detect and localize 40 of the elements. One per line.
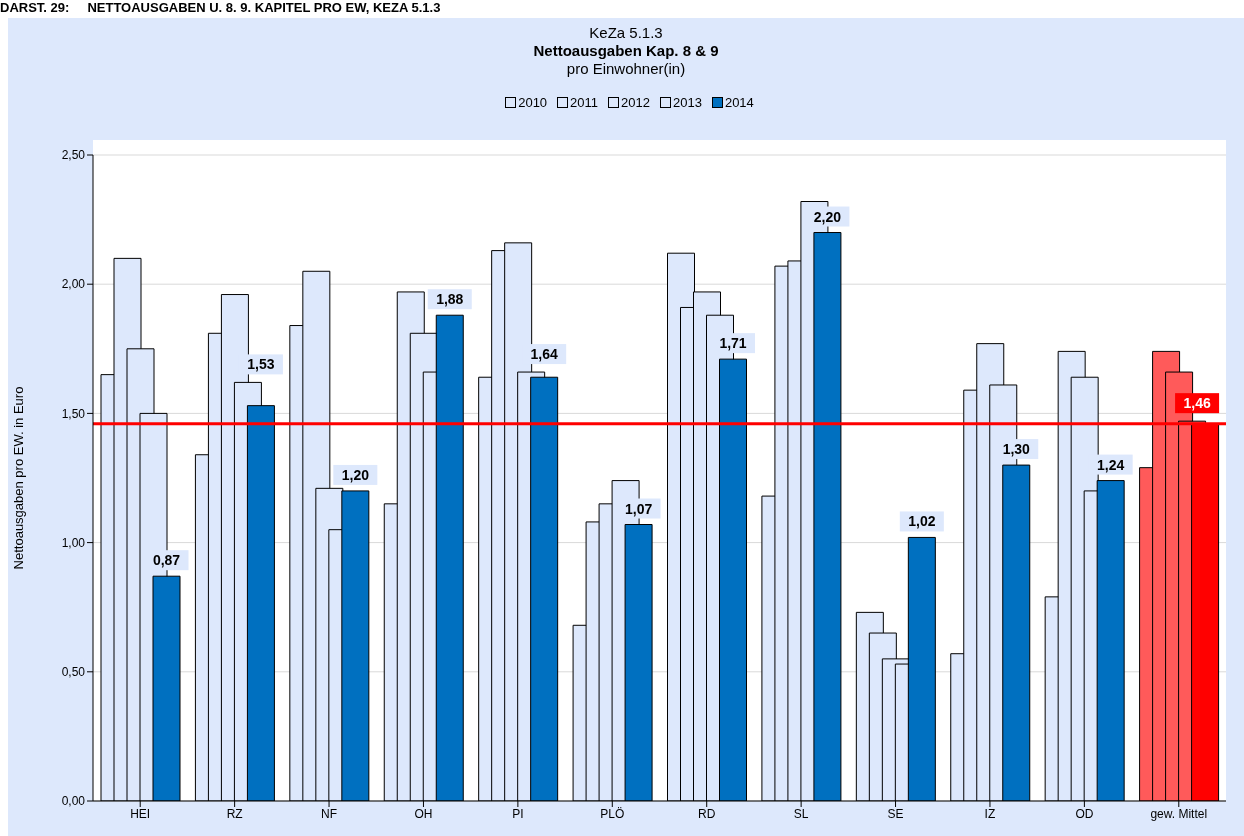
y-tick-label: 2,00 <box>61 277 86 292</box>
data-label: 1,07 <box>624 500 653 517</box>
x-tick-label: IZ <box>984 806 996 821</box>
data-label: 1,20 <box>341 466 370 483</box>
x-tick-label: RD <box>698 806 716 821</box>
legend-label: 2010 <box>518 95 548 110</box>
x-tick-label: PLÖ <box>600 806 625 821</box>
data-label: 1,24 <box>1097 456 1125 473</box>
data-label: 1,02 <box>908 513 936 530</box>
x-tick-label: OD <box>1075 806 1094 821</box>
data-label: 1,53 <box>247 356 275 373</box>
y-tick-label: 0,50 <box>61 665 86 680</box>
data-label: 1,30 <box>1002 441 1031 458</box>
x-tick-label: RZ <box>226 806 243 821</box>
data-label: 1,46 <box>1183 395 1211 412</box>
x-tick-label: gew. Mittel <box>1150 806 1208 821</box>
y-tick-label: 2,50 <box>61 148 86 163</box>
x-tick-label: SE <box>887 806 904 821</box>
chart-subtitle: pro Einwohner(in) <box>565 60 687 78</box>
data-label: 1,64 <box>530 346 558 363</box>
data-label: 1,71 <box>719 335 747 352</box>
x-tick-label: NF <box>321 806 338 821</box>
text: KeZa 5.1.3 <box>588 24 664 42</box>
y-tick-label: 1,50 <box>61 406 86 421</box>
x-tick-label: SL <box>793 806 809 821</box>
legend-label: 2011 <box>570 95 599 110</box>
y-axis-title: Nettoausgaben pro EW. in Euro <box>10 386 26 570</box>
x-tick-label: HEI <box>130 806 151 821</box>
legend-label: 2013 <box>672 95 702 110</box>
data-label: 2,20 <box>813 208 842 225</box>
chart-title: Nettoausgaben Kap. 8 & 9 <box>532 42 720 60</box>
y-tick-label: 1,00 <box>61 535 86 550</box>
data-label: 1,88 <box>436 291 464 308</box>
data-label: 0,87 <box>152 552 181 569</box>
y-tick-label: 0,00 <box>61 794 86 809</box>
text: DARST. 29: NETTOAUSGABEN U. 8. 9. KAPITEL PRO EW, KEZA 5.1.3 <box>0 0 441 17</box>
legend-label: 2014 <box>724 95 754 110</box>
x-tick-label: PI <box>512 806 524 821</box>
x-tick-label: OH <box>414 806 433 821</box>
legend-label: 2012 <box>621 95 650 110</box>
